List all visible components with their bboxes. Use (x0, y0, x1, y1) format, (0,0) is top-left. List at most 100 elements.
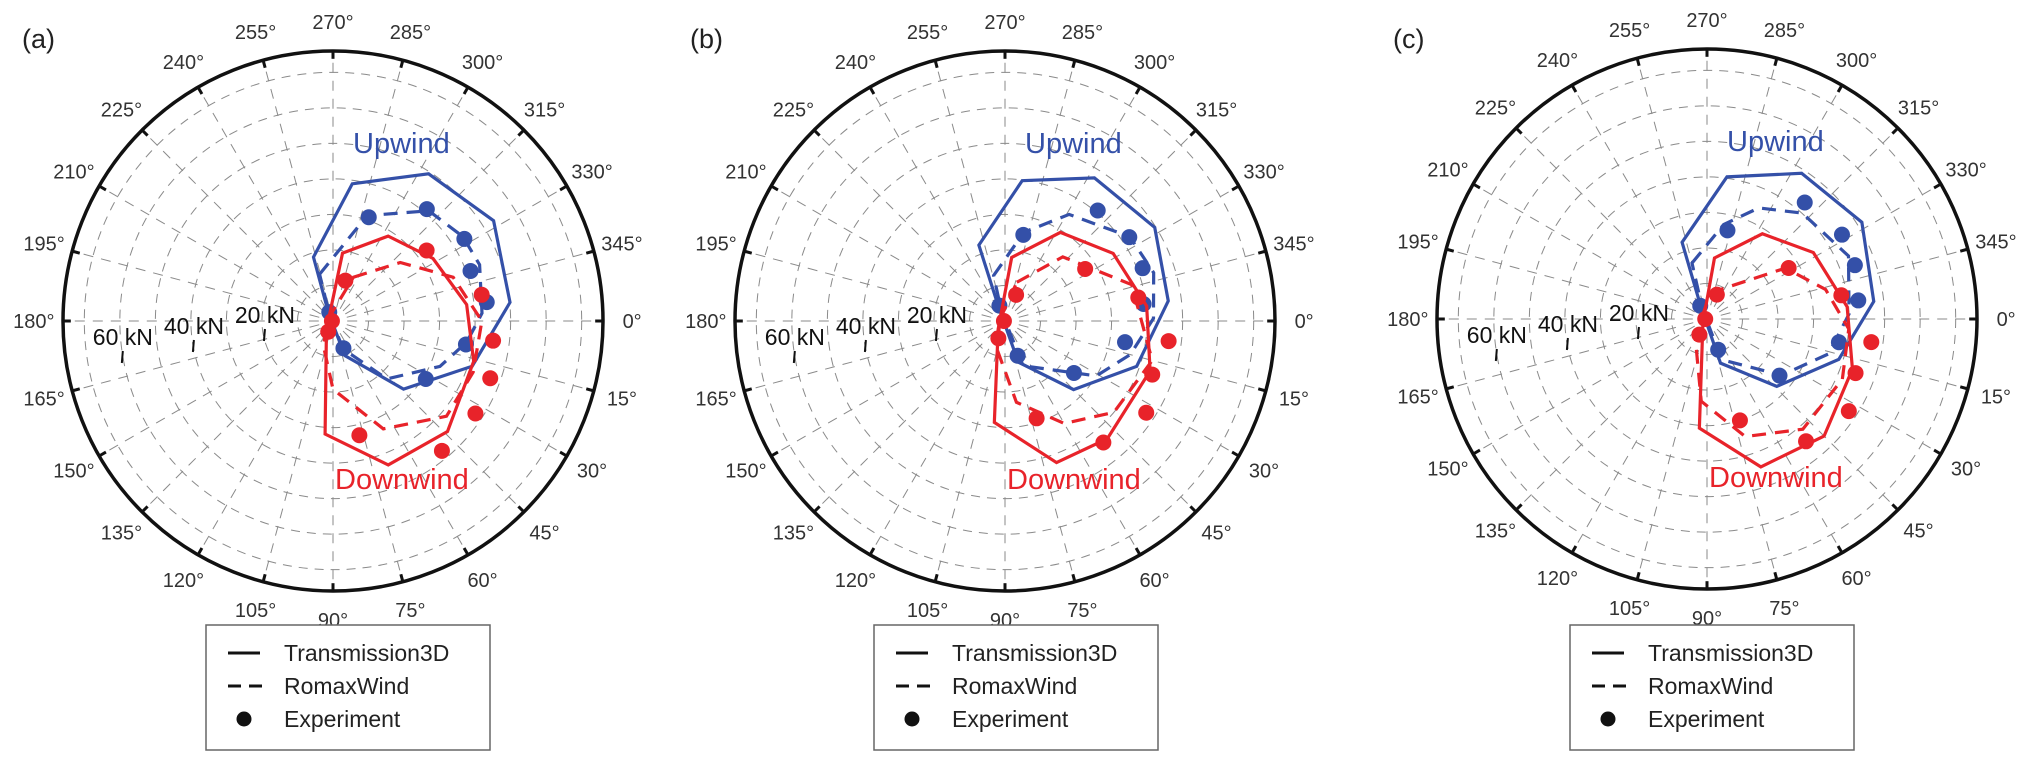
angle-tick (585, 249, 595, 255)
angle-tick-label: 345° (1975, 232, 2016, 254)
angle-tick (1472, 448, 1481, 456)
grid-spoke (1515, 127, 1698, 310)
upwind-experiment-point (1117, 334, 1134, 351)
upwind-experiment-point (1850, 292, 1867, 309)
angle-tick-label: 15° (1279, 388, 1309, 410)
angle-tick-label: 60° (1139, 570, 1169, 592)
downwind-experiment-point (482, 370, 499, 387)
upwind-experiment-point (1833, 226, 1850, 243)
grid-spoke (336, 60, 404, 308)
downwind-experiment-point (1095, 434, 1112, 451)
angle-tick (559, 450, 568, 458)
angle-tick-label: 210° (1427, 159, 1468, 181)
angle-tick (933, 573, 939, 583)
angle-tick-label: 255° (235, 22, 276, 44)
radial-tick-label: 20 kN (235, 302, 295, 328)
angle-tick-label: 210° (725, 161, 766, 183)
grid-spoke (72, 250, 320, 318)
legend-label: RomaxWind (1648, 673, 1773, 699)
polar-panel-c: (c)0°15°30°45°60°75°90°105°120°135°150°1… (1387, 10, 2017, 751)
angle-tick (399, 573, 405, 583)
angle-tick-label: 270° (312, 12, 353, 34)
angle-tick-label: 120° (835, 570, 876, 592)
angle-tick-label: 285° (1764, 20, 1805, 42)
grid-spoke (869, 86, 999, 309)
angle-tick-label: 165° (1397, 386, 1438, 408)
legend-dot-icon (1600, 711, 1616, 727)
angle-tick-label: 315° (1898, 97, 1939, 119)
angle-tick (1231, 450, 1240, 458)
angle-tick (1257, 387, 1267, 393)
downwind-experiment-point (467, 405, 484, 422)
grid-spoke (1014, 330, 1197, 513)
angle-tick (517, 129, 525, 137)
angle-tick (71, 387, 81, 393)
angle-tick (1071, 573, 1077, 583)
grid-spoke (197, 333, 327, 556)
angle-tick (141, 505, 149, 513)
angle-tick (1231, 184, 1240, 192)
downwind-experiment-point (485, 332, 502, 349)
legend-dot-icon (236, 711, 252, 727)
downwind-experiment-point (1028, 410, 1045, 427)
grid-spoke (1713, 84, 1843, 307)
downwind-experiment-point (1697, 311, 1714, 327)
angle-tick (1773, 57, 1779, 67)
grid-spoke (1720, 248, 1968, 316)
angle-tick (399, 59, 405, 69)
upwind-experiment-point (1771, 367, 1788, 384)
legend-label: Transmission3D (284, 640, 449, 666)
grid-spoke (1710, 58, 1778, 306)
grid-spoke (813, 129, 996, 312)
angle-tick-label: 300° (1836, 50, 1877, 72)
grid-spoke (1571, 331, 1701, 554)
grid-spoke (197, 86, 327, 309)
downwind-experiment-point (473, 286, 490, 303)
grid-spoke (342, 129, 525, 312)
grid-spoke (1018, 250, 1266, 318)
radial-tick (934, 328, 938, 342)
angle-tick-label: 105° (907, 600, 948, 622)
downwind-experiment-point (1077, 260, 1094, 277)
angle-tick (1836, 84, 1844, 93)
downwind-experiment-point (1798, 433, 1815, 450)
legend-label: RomaxWind (952, 673, 1077, 699)
angle-tick-label: 120° (163, 570, 204, 592)
upwind-transmission3d-line (977, 176, 1170, 392)
grid-spoke (934, 60, 1002, 308)
angle-tick (1472, 182, 1481, 190)
grid-spoke (1446, 322, 1694, 390)
angle-tick (1635, 571, 1641, 581)
upwind-experiment-point (418, 201, 435, 218)
angle-tick-label: 195° (695, 234, 736, 256)
downwind-experiment-point (1847, 365, 1864, 382)
radial-tick (191, 339, 195, 353)
polar-panel-a: (a)0°15°30°45°60°75°90°105°120°135°150°1… (13, 12, 643, 751)
downwind-transmission3d-line (323, 234, 476, 467)
downwind-experiment-point (1160, 333, 1177, 350)
grid-spoke (336, 334, 404, 582)
downwind-transmission3d-line (992, 230, 1152, 465)
angle-tick-label: 315° (1196, 99, 1237, 121)
upwind-label: Upwind (1727, 126, 1824, 158)
upwind-experiment-point (462, 262, 479, 279)
grid-spoke (1008, 60, 1076, 308)
grid-spoke (98, 185, 321, 315)
radial-tick (262, 328, 266, 342)
grid-spoke (1014, 129, 1197, 312)
upwind-experiment-point (335, 340, 352, 357)
radial-tick (1494, 348, 1498, 362)
grid-spoke (744, 250, 992, 318)
angle-tick-label: 15° (1981, 386, 2011, 408)
angle-tick-label: 150° (1427, 459, 1468, 481)
radial-tick-label: 40 kN (836, 313, 896, 339)
angle-tick-label: 105° (235, 600, 276, 622)
angle-tick (1933, 182, 1942, 190)
angle-tick-label: 255° (907, 22, 948, 44)
angle-tick-label: 210° (53, 161, 94, 183)
legend-label: Transmission3D (952, 640, 1117, 666)
angle-tick (1933, 448, 1942, 456)
polar-panel-b: (b)0°15°30°45°60°75°90°105°120°135°150°1… (685, 12, 1315, 751)
angle-tick-label: 75° (1067, 600, 1097, 622)
angle-tick-label: 345° (1273, 234, 1314, 256)
